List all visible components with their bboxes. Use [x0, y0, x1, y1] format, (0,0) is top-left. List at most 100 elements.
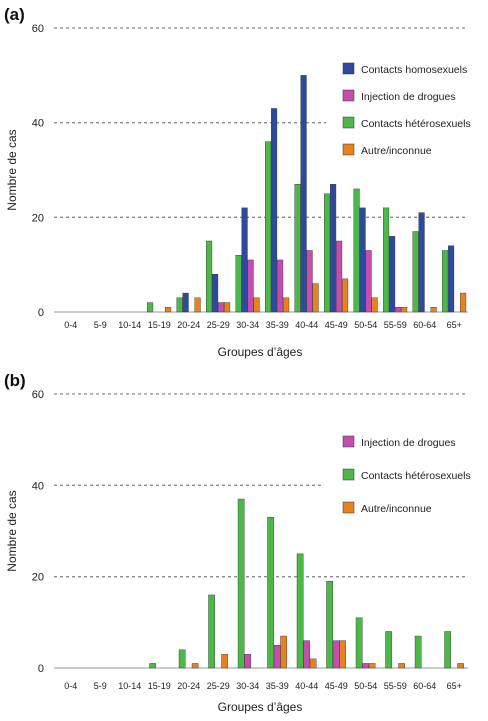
legend-swatch [342, 89, 355, 102]
legend: Contacts homosexuels Injection de drogues… [342, 62, 471, 157]
bar-injection-de-drogues-25-29 [218, 302, 225, 313]
x-tick-label: 55-59 [384, 320, 407, 330]
bar-autre-inconnue-50-54 [371, 297, 378, 313]
bar-autre-inconnue-45-49 [339, 640, 346, 669]
bar-contacts-homosexuels-65plus [448, 245, 455, 313]
bar-autre-inconnue-55-59 [401, 307, 408, 313]
bar-contacts-h-t-rosexuels-15-19 [149, 663, 156, 669]
bar-contacts-h-t-rosexuels-35-39 [267, 517, 274, 669]
bar-contacts-homosexuels-35-39 [271, 108, 278, 313]
bar-contacts-h-t-rosexuels-45-49 [324, 193, 331, 313]
legend-label: Injection de drogues [361, 91, 456, 103]
bar-injection-de-drogues-40-44 [303, 640, 310, 669]
x-tick-label: 0-4 [64, 681, 77, 691]
x-tick-label: 10-14 [118, 681, 141, 691]
x-tick-label: 30-34 [236, 681, 259, 691]
x-tick-label: 30-34 [236, 320, 259, 330]
bar-autre-inconnue-30-34 [253, 297, 260, 313]
x-tick-label: 50-54 [354, 681, 377, 691]
bar-autre-inconnue-20-24 [191, 663, 199, 669]
chart-panel-a: (a) 0 20 40 60 Nombre de cas 0-4 5-9 10-14 15-19 2… [4, 5, 471, 359]
x-tick-label: 60-64 [413, 320, 436, 330]
y-tick-label: 60 [32, 389, 44, 401]
legend-label: Contacts homosexuels [361, 64, 467, 76]
x-tick-label: 25-29 [207, 320, 230, 330]
x-tick-label: 25-29 [207, 681, 230, 691]
x-tick-label: 15-19 [148, 681, 171, 691]
bar-injection-de-drogues-50-54 [365, 250, 372, 313]
legend-swatch [342, 116, 355, 129]
bar-autre-inconnue-60-64 [430, 307, 437, 313]
x-tick-label: 40-44 [295, 320, 318, 330]
legend-label: Autre/inconnue [361, 503, 432, 515]
bar-injection-de-drogues-40-44 [306, 250, 313, 313]
bar-injection-de-drogues-55-59 [395, 307, 402, 313]
bar-autre-inconnue-35-39 [283, 297, 290, 313]
bar-autre-inconnue-20-24 [194, 297, 201, 313]
y-tick-label: 0 [38, 663, 44, 675]
x-tick-label: 45-49 [325, 320, 348, 330]
bar-contacts-h-t-rosexuels-15-19 [147, 302, 154, 313]
bar-autre-inconnue-65plus [460, 292, 467, 313]
bar-contacts-homosexuels-30-34 [241, 207, 248, 313]
x-tick-label: 5-9 [94, 681, 107, 691]
x-tick-label: 10-14 [118, 320, 141, 330]
bar-contacts-h-t-rosexuels-40-44 [294, 183, 301, 313]
bar-injection-de-drogues-35-39 [273, 644, 281, 669]
x-tick-label: 60-64 [413, 681, 436, 691]
y-tick-label: 40 [32, 118, 44, 130]
x-tick-label: 50-54 [354, 320, 377, 330]
bar-autre-inconnue-65plus [457, 663, 464, 669]
legend-swatch [342, 143, 355, 156]
bar-contacts-h-t-rosexuels-55-59 [383, 207, 390, 313]
bar-contacts-homosexuels-45-49 [330, 183, 337, 313]
legend-swatch [342, 62, 355, 75]
x-tick-label: 65+ [447, 681, 462, 691]
bar-contacts-h-t-rosexuels-50-54 [355, 617, 363, 669]
bar-injection-de-drogues-35-39 [277, 259, 284, 313]
bar-contacts-homosexuels-20-24 [182, 292, 189, 313]
bar-injection-de-drogues-45-49 [336, 240, 343, 313]
bar-autre-inconnue-40-44 [312, 283, 319, 313]
legend-swatch [342, 435, 355, 448]
bar-autre-inconnue-15-19 [165, 307, 172, 313]
x-tick-label: 35-39 [266, 320, 289, 330]
x-tick-label: 65+ [447, 320, 462, 330]
x-axis-title: Groupes d’âges [218, 700, 303, 714]
x-tick-label: 20-24 [177, 320, 200, 330]
bar-autre-inconnue-35-39 [280, 635, 287, 669]
bar-contacts-homosexuels-55-59 [389, 236, 396, 313]
bar-contacts-homosexuels-40-44 [300, 75, 307, 313]
bar-contacts-h-t-rosexuels-60-64 [412, 231, 419, 313]
bar-contacts-homosexuels-25-29 [212, 273, 219, 313]
y-tick-label: 20 [32, 572, 44, 584]
x-tick-label: 15-19 [148, 320, 171, 330]
panel-label: (b) [4, 371, 26, 390]
bar-autre-inconnue-25-29 [224, 302, 231, 313]
bar-contacts-h-t-rosexuels-30-34 [235, 254, 242, 313]
bar-contacts-h-t-rosexuels-50-54 [353, 188, 360, 313]
bar-autre-inconnue-50-54 [368, 663, 376, 669]
bar-contacts-homosexuels-50-54 [359, 207, 366, 313]
chart-panel-b: (b) 0 20 40 60 Nombre de cas 0-4 5-9 10-14 15-19 2… [4, 371, 471, 714]
bar-contacts-h-t-rosexuels-60-64 [414, 635, 422, 669]
legend-label: Contacts hétérosexuels [361, 118, 471, 130]
y-tick-label: 60 [32, 23, 44, 35]
legend: Injection de drogues Contacts hétérosexue… [342, 435, 471, 515]
x-tick-label: 55-59 [384, 681, 407, 691]
bar-contacts-h-t-rosexuels-40-44 [296, 553, 304, 669]
panel-label: (a) [4, 5, 25, 24]
x-tick-label: 35-39 [266, 681, 289, 691]
bar-injection-de-drogues-50-54 [362, 663, 369, 669]
y-tick-label: 20 [32, 212, 44, 224]
legend-label: Contacts hétérosexuels [361, 470, 471, 482]
bar-autre-inconnue-25-29 [221, 654, 228, 669]
legend-swatch [342, 501, 355, 514]
legend-label: Injection de drogues [361, 437, 456, 449]
legend-swatch [342, 468, 355, 481]
x-tick-label: 45-49 [325, 681, 348, 691]
x-tick-label: 5-9 [94, 320, 107, 330]
bar-injection-de-drogues-30-34 [244, 654, 251, 669]
bar-autre-inconnue-40-44 [309, 658, 317, 669]
